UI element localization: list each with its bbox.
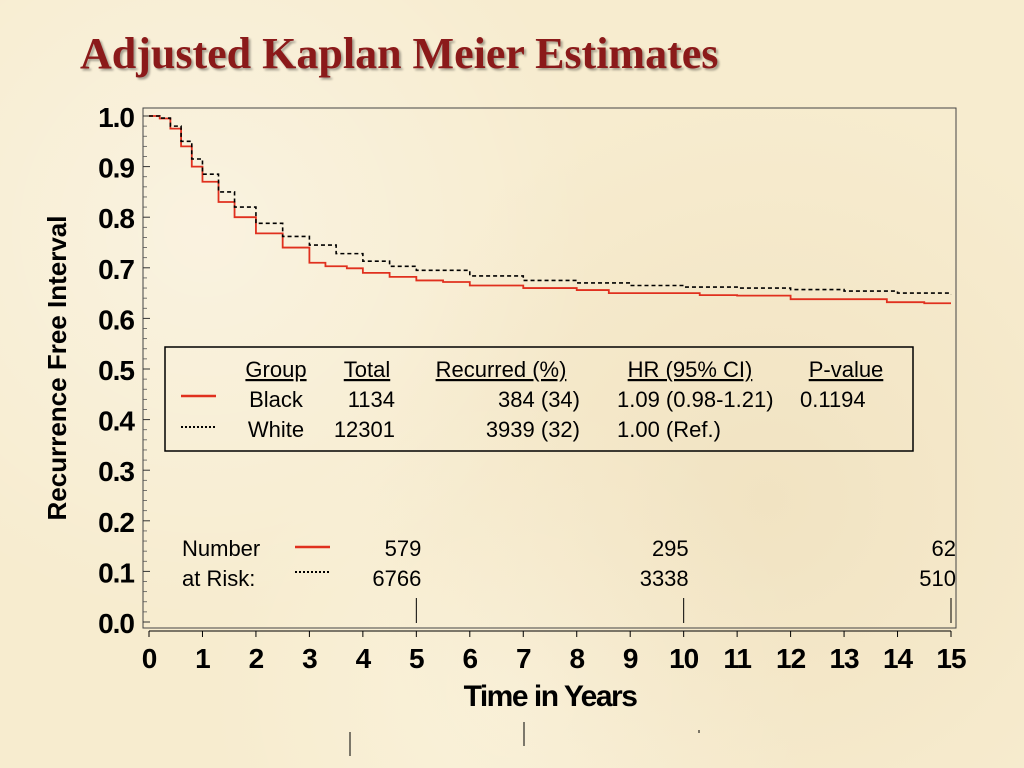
- x-tick-label: 6: [463, 643, 478, 674]
- y-tick-label: 0.4: [98, 406, 135, 437]
- y-axis-title: Recurrence Free Interval: [42, 216, 72, 521]
- x-tick-label: 15: [936, 643, 966, 674]
- y-tick-label: 0.6: [98, 304, 134, 335]
- at-risk-values: 579 6766 295 3338 62 510: [372, 536, 956, 623]
- legend-header-group: Group: [245, 357, 306, 382]
- legend-header-pvalue: P-value: [809, 357, 884, 382]
- x-tick-label: 14: [883, 643, 914, 674]
- at-risk-black-value: 295: [652, 536, 689, 561]
- legend-recurred-black: 384 (34): [498, 387, 580, 412]
- x-tick-label: 3: [302, 643, 317, 674]
- at-risk-black-value: 62: [932, 536, 956, 561]
- at-risk-label-line2: at Risk:: [182, 566, 255, 591]
- legend-group-black: Black: [249, 387, 304, 412]
- legend-table: Group Total Recurred (%) HR (95% CI) P-v…: [164, 346, 914, 452]
- survival-curves: [149, 115, 952, 305]
- legend-hr-black: 1.09 (0.98-1.21): [617, 387, 774, 412]
- legend-total-white: 12301: [334, 417, 395, 442]
- y-tick-label: 0.9: [98, 153, 134, 184]
- y-axis: 0.0 0.1 0.2 0.3 0.4 0.5 0.6 0.7 0.8 0.9 1.0: [98, 102, 150, 639]
- legend-total-black: 1134: [348, 387, 395, 412]
- legend-header-hr: HR (95% CI): [628, 357, 753, 382]
- legend-group-white: White: [248, 417, 304, 442]
- curve-black: [149, 115, 951, 305]
- at-risk-white-value: 510: [919, 566, 956, 591]
- y-tick-label: 1.0: [98, 102, 134, 133]
- legend-header-total: Total: [344, 357, 390, 382]
- legend-hr-white: 1.00 (Ref.): [617, 417, 721, 442]
- legend-header-recurred: Recurred (%): [436, 357, 567, 382]
- plot-frame: [142, 107, 957, 629]
- x-tick-label: 12: [776, 643, 806, 674]
- legend-recurred-white: 3939 (32): [486, 417, 580, 442]
- curve-white: [149, 115, 952, 295]
- y-tick-label: 0.3: [98, 456, 134, 487]
- x-tick-label: 4: [356, 643, 372, 674]
- x-tick-label: 8: [569, 643, 584, 674]
- y-tick-label: 0.2: [98, 507, 134, 538]
- x-axis: 0 1 2 3 4 5 6 7 8 9 10 11 12 13 14 15: [142, 630, 967, 674]
- at-risk-white-value: 6766: [372, 566, 421, 591]
- y-tick-label: 0.7: [98, 254, 134, 285]
- slide-title: Adjusted Kaplan Meier Estimates: [80, 29, 719, 78]
- x-tick-label: 0: [142, 643, 157, 674]
- x-tick-label: 2: [249, 643, 264, 674]
- x-tick-label: 5: [409, 643, 424, 674]
- at-risk-table: Number at Risk: 579 6766 295 3338 62 510: [182, 536, 956, 623]
- x-tick-label: 10: [669, 643, 699, 674]
- at-risk-label-line1: Number: [182, 536, 260, 561]
- y-tick-label: 0.8: [98, 203, 134, 234]
- y-tick-label: 0.0: [98, 608, 134, 639]
- x-tick-label: 1: [195, 643, 210, 674]
- x-tick-label: 7: [516, 643, 531, 674]
- legend-pvalue-black: 0.1194: [800, 387, 866, 412]
- x-tick-label: 13: [829, 643, 859, 674]
- legend-box: [164, 346, 914, 452]
- at-risk-black-value: 579: [385, 536, 422, 561]
- y-tick-label: 0.5: [98, 355, 134, 386]
- x-axis-title: Time in Years: [464, 680, 638, 713]
- x-tick-label: 9: [623, 643, 638, 674]
- at-risk-white-value: 3338: [640, 566, 689, 591]
- x-tick-label: 11: [723, 643, 751, 674]
- y-tick-label: 0.1: [98, 557, 134, 588]
